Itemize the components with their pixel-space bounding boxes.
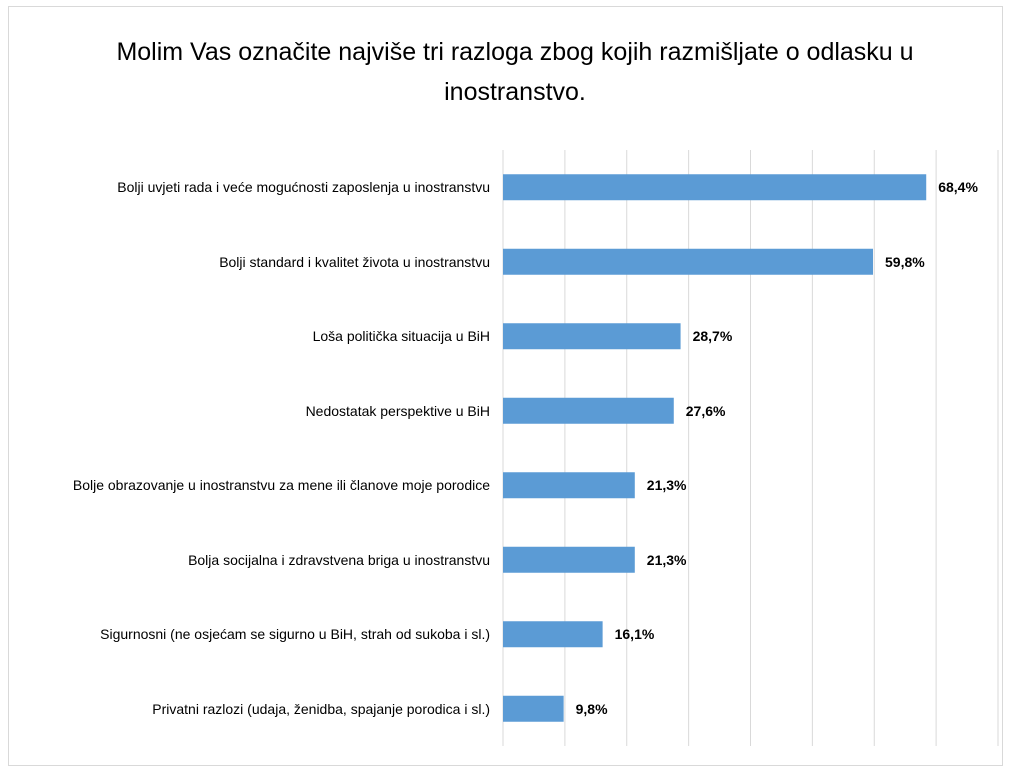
bar — [503, 397, 674, 424]
category-label: Sigurnosni (ne osjećam se sigurno u BiH,… — [100, 626, 490, 643]
category-label: Bolji standard i kvalitet života u inost… — [219, 253, 490, 270]
chart-title: Molim Vas označite najviše tri razloga z… — [116, 38, 914, 106]
category-label: Nedostatak perspektive u BiH — [305, 402, 490, 419]
category-label: Bolji uvjeti rada i veće mogućnosti zapo… — [117, 179, 490, 196]
category-label: Bolje obrazovanje u inostranstvu za mene… — [72, 477, 490, 494]
bar — [503, 248, 874, 275]
data-label: 68,4% — [938, 179, 978, 196]
category-label: Privatni razlozi (udaja, ženidba, spajan… — [152, 700, 490, 717]
category-label: Bolja socijalna i zdravstvena briga u in… — [188, 551, 490, 568]
bar — [503, 546, 635, 573]
bar — [503, 174, 927, 201]
bar — [503, 472, 635, 499]
bar — [503, 323, 681, 350]
bar — [503, 695, 564, 722]
data-label: 21,3% — [646, 477, 687, 494]
data-label: 16,1% — [614, 626, 655, 643]
bar — [503, 621, 603, 648]
data-label: 21,3% — [646, 551, 687, 568]
data-label: 27,6% — [685, 402, 726, 419]
chart-frame — [8, 6, 1003, 766]
category-label: Loša politička situacija u BiH — [312, 328, 490, 345]
data-label: 9,8% — [575, 700, 608, 717]
data-label: 59,8% — [885, 253, 925, 270]
data-label: 28,7% — [692, 328, 733, 345]
